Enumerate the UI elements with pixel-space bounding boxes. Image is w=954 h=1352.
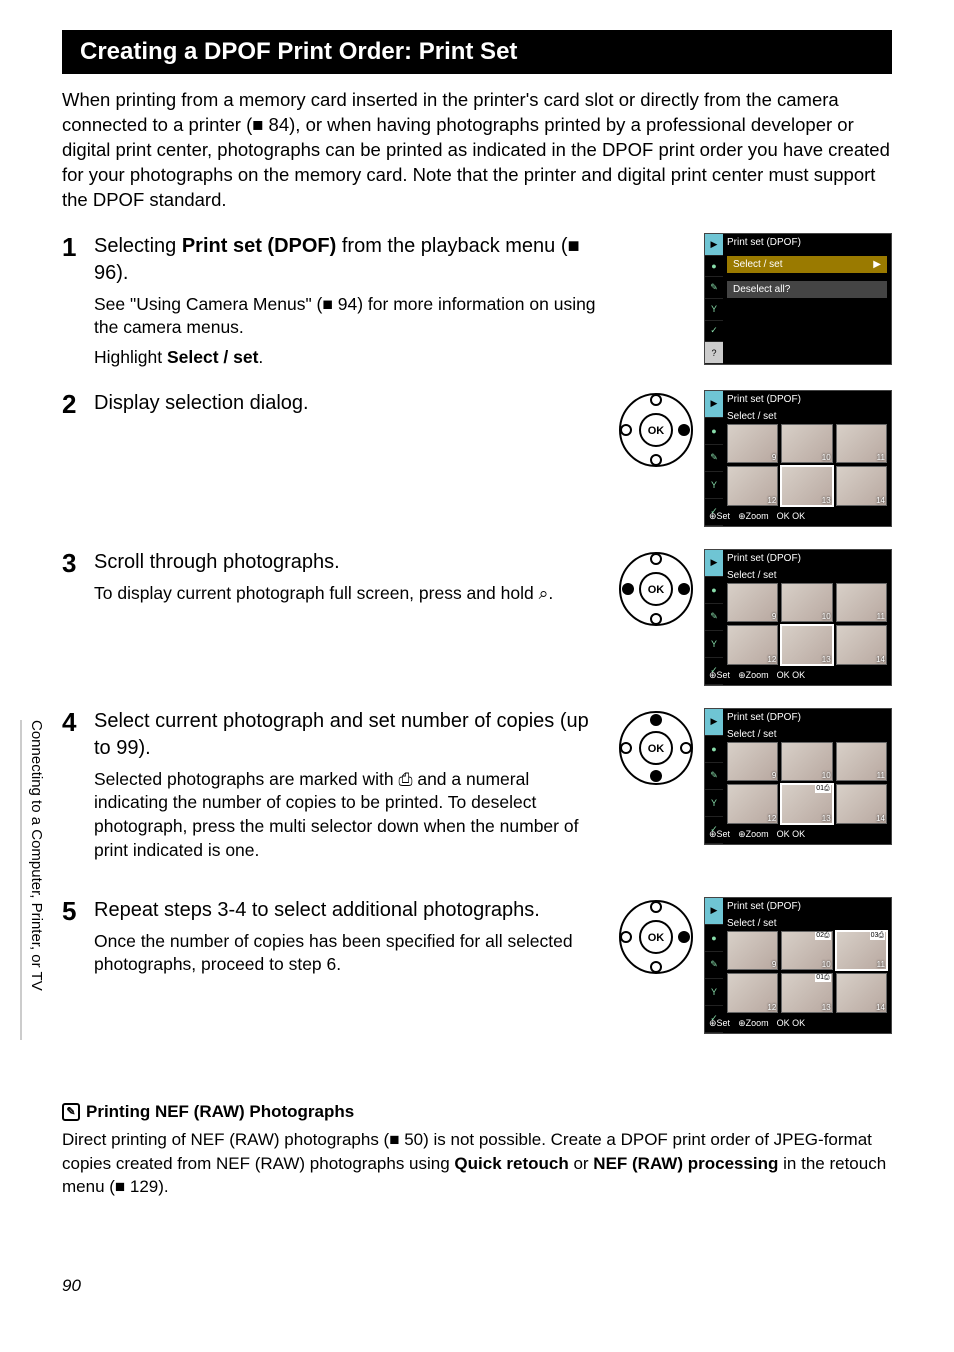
page-number: 90 (62, 1276, 81, 1296)
dpad-ok-center-icon: OK (616, 897, 696, 977)
step-1-desc-2: Highlight Select / set. (94, 346, 602, 370)
sidebar-camera-icon: ● (705, 256, 723, 278)
step-1-title: Selecting Print set (DPOF) from the play… (94, 233, 602, 287)
note-section: ✎ Printing NEF (RAW) Photographs Direct … (62, 1102, 892, 1199)
menu-select-set: Select / set▶ (727, 256, 887, 273)
step-1-desc-1: See "Using Camera Menus" (■ 94) for more… (94, 293, 602, 340)
thumb: 12 (727, 466, 778, 505)
dpad-lr-icon: OK (616, 549, 696, 629)
camera-screen-grid-5: ▶ ● ✎ Y ✓ Print set (DPOF) Select / set … (704, 897, 892, 1034)
sidebar-pencil-icon: ✎ (705, 277, 723, 299)
page-title: Creating a DPOF Print Order: Print Set (80, 38, 517, 65)
note-header-text: Printing NEF (RAW) Photographs (86, 1102, 354, 1122)
step-4-number: 4 (62, 708, 94, 883)
arrow-right-icon: ▶ (873, 259, 881, 270)
camera-screen-grid-2: ▶ ● ✎ Y ✓ Print set (DPOF) Select / set … (704, 390, 892, 527)
camera-screen-menu: ▶ ● ✎ Y ✓ ? Print set (DPOF) Select / se… (704, 233, 892, 365)
dpad-ok-icon: OK (616, 390, 696, 470)
step-4: 4 Select current photograph and set numb… (62, 708, 892, 883)
svg-text:OK: OK (648, 425, 665, 437)
step-5: 5 Repeat steps 3-4 to select additional … (62, 897, 892, 1042)
sidebar-play-icon: ▶ (705, 234, 723, 256)
svg-text:OK: OK (648, 743, 665, 755)
svg-text:OK: OK (648, 932, 665, 944)
svg-text:OK: OK (648, 584, 665, 596)
camera-screen-grid-3: ▶ ● ✎ Y ✓ Print set (DPOF) Select / set … (704, 549, 892, 686)
step-2-title: Display selection dialog. (94, 390, 602, 417)
camera-screen-grid-4: ▶ ● ✎ Y ✓ Print set (DPOF) Select / set … (704, 708, 892, 845)
step-2: 2 Display selection dialog. OK ▶ ● ✎ Y ✓… (62, 390, 892, 535)
step-2-number: 2 (62, 390, 94, 535)
step-5-number: 5 (62, 897, 94, 1042)
thumb-selected: 13 (781, 466, 832, 505)
thumb: 11 (836, 424, 887, 463)
intro-paragraph: When printing from a memory card inserte… (62, 88, 892, 213)
step-5-title: Repeat steps 3-4 to select additional ph… (94, 897, 602, 924)
note-pencil-icon: ✎ (62, 1103, 80, 1121)
step-3-desc: To display current photograph full scree… (94, 582, 602, 606)
sidebar-setup-icon: ✓ (705, 321, 723, 343)
step-4-desc: Selected photographs are marked with ⎙ a… (94, 768, 602, 863)
screen-title: Print set (DPOF) (727, 237, 887, 248)
sidebar-help-icon: ? (705, 342, 723, 364)
note-body: Direct printing of NEF (RAW) photographs… (62, 1128, 892, 1199)
step-3-number: 3 (62, 549, 94, 694)
step-1-number: 1 (62, 233, 94, 376)
step-3: 3 Scroll through photographs. To display… (62, 549, 892, 694)
step-1: 1 Selecting Print set (DPOF) from the pl… (62, 233, 892, 376)
menu-deselect-all: Deselect all? (727, 281, 887, 298)
page-title-bar: Creating a DPOF Print Order: Print Set (62, 30, 892, 74)
thumb: 9 (727, 424, 778, 463)
step-5-desc: Once the number of copies has been speci… (94, 930, 602, 977)
dpad-ud-icon: OK (616, 708, 696, 788)
thumb: 14 (836, 466, 887, 505)
side-tab-label: Connecting to a Computer, Printer, or TV (20, 720, 45, 1040)
sidebar-retouch-icon: Y (705, 299, 723, 321)
step-3-title: Scroll through photographs. (94, 549, 602, 576)
sidebar-play-icon: ▶ (705, 391, 723, 418)
thumb: 10 (781, 424, 832, 463)
step-4-title: Select current photograph and set number… (94, 708, 602, 762)
